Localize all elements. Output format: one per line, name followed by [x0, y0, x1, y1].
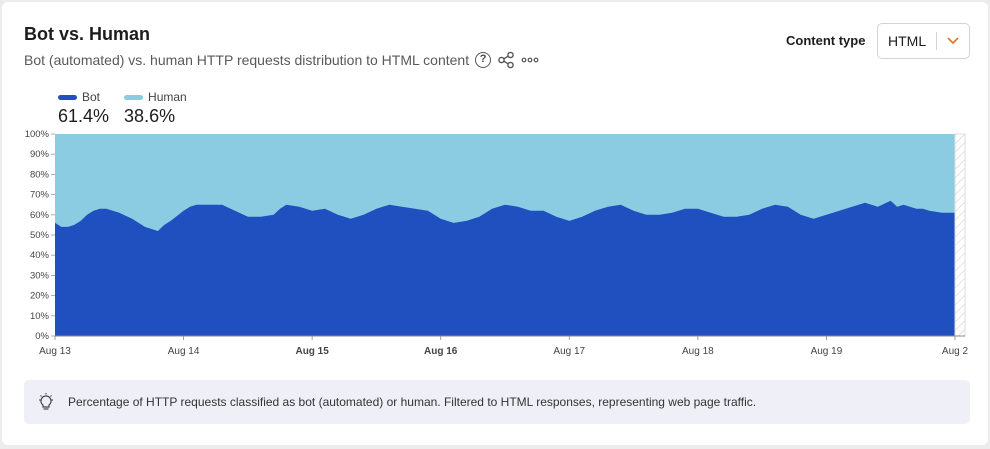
- lightbulb-icon: [38, 393, 54, 411]
- select-divider: [936, 32, 937, 50]
- y-tick-label: 40%: [30, 250, 50, 261]
- y-tick-label: 30%: [30, 270, 50, 281]
- content-type-label: Content type: [786, 33, 866, 48]
- content-type-value: HTML: [888, 33, 927, 49]
- legend-label-bot: Bot: [82, 90, 101, 104]
- card-subtitle: Bot (automated) vs. human HTTP requests …: [24, 52, 470, 68]
- y-tick-label: 70%: [30, 190, 50, 201]
- legend-value-bot: 61.4%: [58, 106, 110, 126]
- y-tick-label: 80%: [30, 169, 50, 180]
- y-tick-label: 10%: [30, 311, 50, 322]
- x-tick-label: Aug 16: [424, 346, 458, 357]
- x-tick-label: Aug 18: [682, 346, 714, 357]
- x-tick-label: Aug 19: [811, 346, 843, 357]
- share-icon[interactable]: [497, 51, 515, 69]
- legend-item-bot[interactable]: Bot 61.4%: [58, 90, 109, 127]
- y-tick-label: 60%: [30, 210, 50, 221]
- subtitle-row: Bot (automated) vs. human HTTP requests …: [24, 50, 539, 70]
- x-tick-label: Aug 15: [295, 346, 329, 357]
- bot-area: [55, 200, 955, 336]
- y-tick-label: 50%: [30, 230, 50, 241]
- legend-label-human: Human: [148, 90, 187, 104]
- x-tick-label: Aug 13: [39, 346, 71, 357]
- help-icon[interactable]: ?: [475, 52, 492, 68]
- info-note: Percentage of HTTP requests classified a…: [24, 380, 970, 424]
- chart-legend: Bot 61.4% Human 38.6%: [58, 90, 187, 127]
- more-options-icon[interactable]: [521, 56, 539, 64]
- x-tick-label: Aug 14: [168, 346, 200, 357]
- x-tick-label: Aug 2: [942, 346, 969, 357]
- note-text: Percentage of HTTP requests classified a…: [68, 395, 757, 409]
- x-tick-label: Aug 17: [553, 346, 585, 357]
- legend-swatch-bot: [58, 94, 77, 100]
- y-tick-label: 20%: [30, 291, 50, 302]
- incomplete-data-region: [954, 133, 966, 337]
- legend-value-human: 38.6%: [124, 106, 176, 126]
- card-title: Bot vs. Human: [24, 24, 151, 44]
- legend-item-human[interactable]: Human 38.6%: [124, 90, 187, 127]
- y-tick-label: 100%: [25, 129, 50, 140]
- legend-swatch-human: [124, 94, 144, 100]
- area-chart: 0% 10% 20% 30% 40% 50% 60% 70% 80% 90% 100% Aug 13 A…: [25, 129, 969, 357]
- chevron-down-icon[interactable]: [937, 37, 969, 45]
- y-tick-label: 90%: [30, 149, 50, 160]
- y-tick-label: 0%: [35, 331, 49, 342]
- content-type-select[interactable]: HTML: [877, 23, 970, 59]
